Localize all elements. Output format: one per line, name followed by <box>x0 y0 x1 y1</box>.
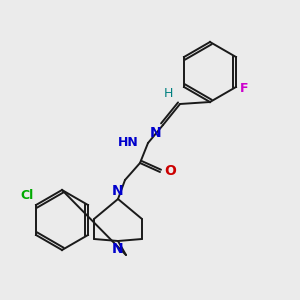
Text: N: N <box>112 242 124 256</box>
Text: O: O <box>164 164 176 178</box>
Text: Cl: Cl <box>21 189 34 202</box>
Text: HN: HN <box>118 136 139 148</box>
Text: H: H <box>163 87 173 100</box>
Text: F: F <box>240 82 248 94</box>
Text: N: N <box>112 184 124 198</box>
Text: N: N <box>149 126 161 140</box>
